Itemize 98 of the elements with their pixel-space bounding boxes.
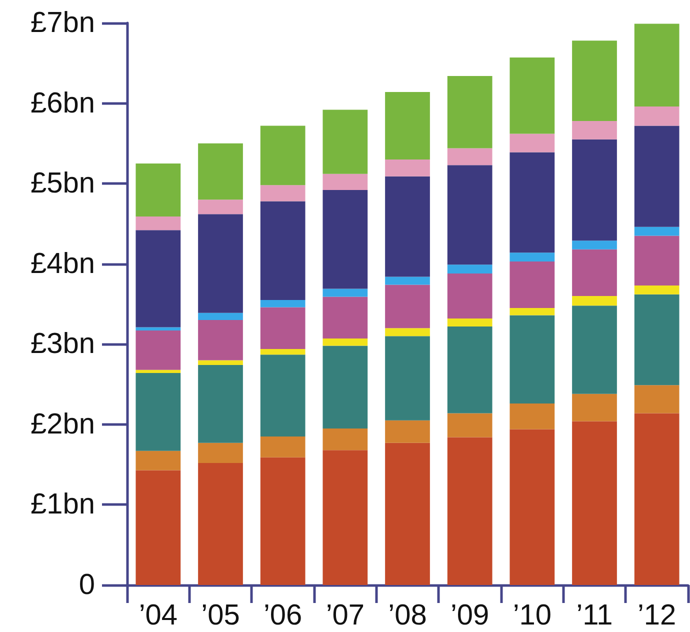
bar	[260, 436, 306, 458]
bar	[136, 164, 181, 216]
bar	[136, 373, 181, 451]
bar	[260, 185, 306, 202]
bar	[447, 165, 492, 265]
bar	[198, 320, 243, 360]
bar	[322, 450, 368, 585]
bar	[136, 327, 181, 330]
bar	[572, 394, 617, 422]
bar	[322, 190, 368, 289]
bar	[385, 336, 430, 420]
bar	[447, 413, 492, 438]
y-tick-label: £4bn	[30, 248, 95, 280]
bar	[385, 420, 430, 443]
bar	[572, 306, 617, 394]
x-tick-label: ’12	[637, 600, 676, 632]
bar	[136, 330, 181, 370]
bar	[447, 76, 492, 148]
x-tick-label: ’06	[263, 600, 302, 632]
bar	[634, 106, 680, 126]
bar	[447, 437, 492, 585]
bar	[322, 288, 368, 297]
bar	[634, 226, 680, 236]
bar	[510, 429, 555, 585]
bar	[510, 261, 555, 308]
bar	[572, 296, 617, 306]
bar	[572, 40, 617, 121]
x-tick-label: ’04	[138, 600, 178, 632]
bar	[322, 110, 368, 174]
bar	[385, 176, 430, 277]
y-tick-label: £1bn	[30, 488, 95, 521]
bar	[260, 201, 306, 300]
bar	[198, 200, 243, 214]
x-tick-label: ’07	[326, 600, 365, 632]
bar	[447, 273, 492, 318]
bar	[447, 318, 492, 326]
bar	[260, 126, 306, 186]
bar	[322, 174, 368, 190]
bar	[385, 442, 430, 585]
bar	[447, 148, 492, 166]
bar	[322, 296, 368, 339]
bar	[572, 120, 617, 140]
bar	[322, 346, 368, 428]
bar	[634, 126, 680, 227]
bar	[572, 249, 617, 296]
bar	[385, 284, 430, 328]
y-tick-label: 0	[78, 569, 95, 601]
bar	[136, 450, 181, 470]
y-tick-label: £6bn	[30, 87, 95, 120]
bar	[634, 294, 680, 386]
bar	[510, 404, 555, 430]
bar	[510, 134, 555, 152]
bar	[260, 348, 306, 355]
bar	[260, 307, 306, 349]
bar	[260, 300, 306, 308]
x-tick-label: ’11	[576, 600, 613, 632]
bar	[510, 308, 555, 316]
bar	[634, 385, 680, 414]
bar	[136, 470, 181, 585]
bar	[198, 360, 243, 366]
bar	[510, 315, 555, 404]
bar	[510, 252, 555, 262]
bar	[572, 240, 617, 250]
bar	[198, 214, 243, 313]
bar	[136, 370, 181, 374]
bar	[385, 159, 430, 176]
bar	[198, 462, 243, 585]
x-tick-label: ’05	[201, 600, 240, 632]
bar	[572, 421, 617, 585]
x-tick-label: ’08	[388, 600, 427, 632]
bar	[136, 230, 181, 328]
bar	[136, 216, 181, 230]
bar	[447, 264, 492, 274]
bar	[447, 326, 492, 414]
bar	[385, 276, 430, 285]
bar	[510, 152, 555, 253]
y-tick-label: £7bn	[30, 7, 95, 39]
x-tick-label: ’10	[512, 600, 552, 632]
bar	[634, 413, 680, 585]
bar	[322, 338, 368, 346]
bar	[322, 428, 368, 450]
bar	[385, 328, 430, 336]
bar	[198, 312, 243, 320]
bar	[198, 442, 243, 463]
bar	[634, 286, 680, 294]
x-tick-label: ’09	[450, 600, 490, 632]
bar	[510, 58, 555, 134]
y-tick-label: £3bn	[30, 328, 95, 360]
bar	[634, 236, 680, 286]
bar	[572, 139, 617, 241]
y-tick-label: £5bn	[30, 168, 95, 200]
bar	[260, 354, 306, 436]
bar	[198, 143, 243, 200]
bar	[198, 365, 243, 443]
bar	[385, 92, 430, 160]
bar	[260, 457, 306, 585]
y-tick-label: £2bn	[30, 408, 95, 440]
bar	[634, 24, 680, 106]
